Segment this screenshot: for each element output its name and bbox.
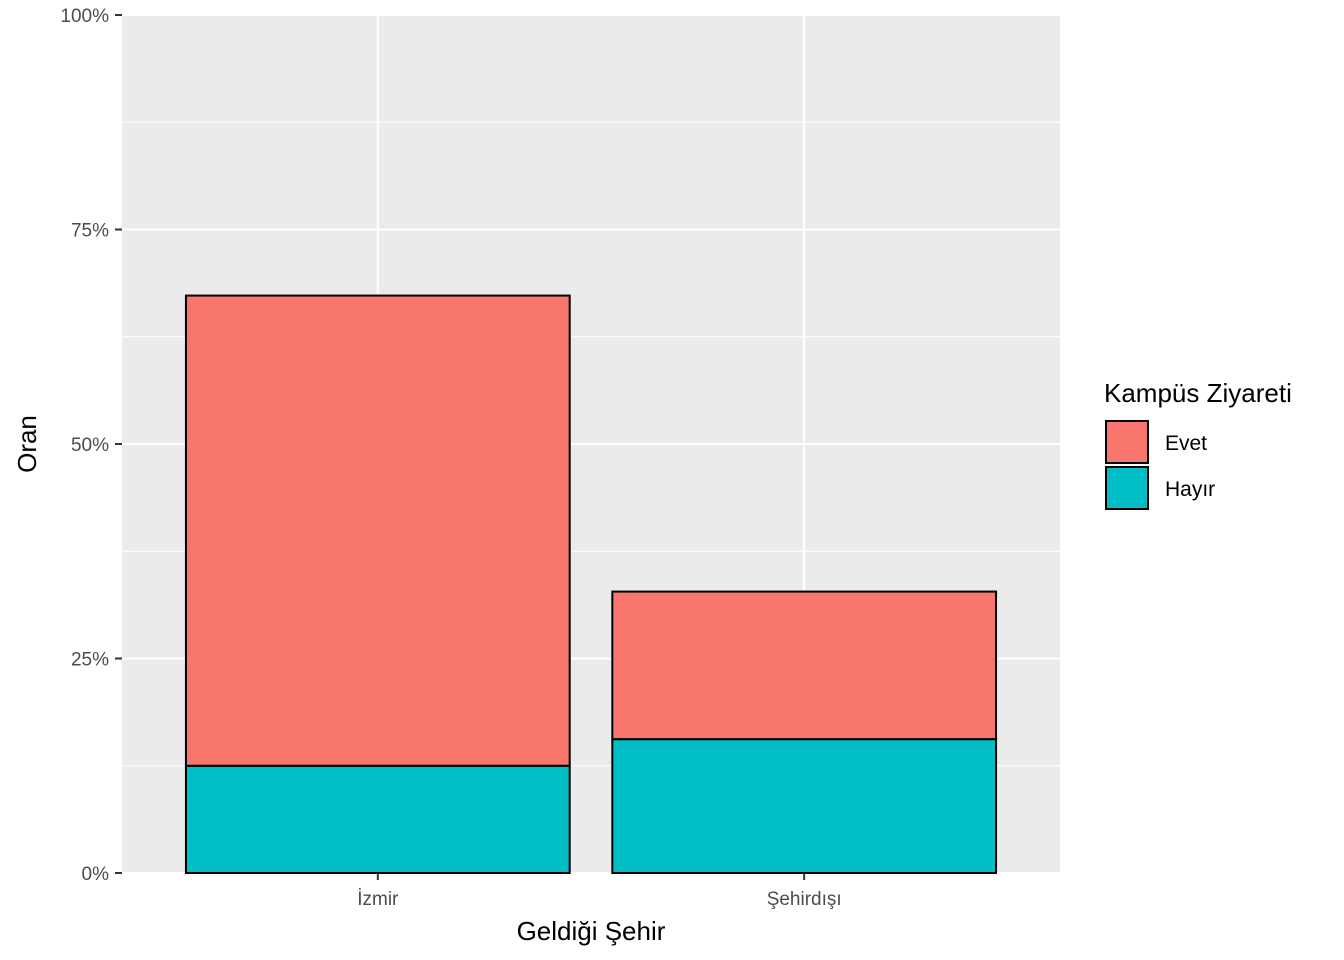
- legend-label: Hayır: [1165, 478, 1215, 501]
- x-axis: İzmir Şehirdışı: [357, 873, 842, 910]
- legend-title: Kampüs Ziyareti: [1104, 378, 1292, 408]
- bars: [184, 294, 998, 874]
- x-tick-label: Şehirdışı: [767, 889, 842, 910]
- y-axis: 0% 25% 50% 75% 100%: [60, 6, 122, 885]
- legend: Kampüs Ziyareti Evet Hayır: [1104, 378, 1292, 510]
- y-tick-label: 0%: [82, 864, 110, 885]
- y-tick-label: 25%: [71, 650, 109, 671]
- legend-key-Hayır: [1105, 466, 1149, 510]
- legend-key-Evet: [1105, 420, 1149, 464]
- y-tick-label: 100%: [60, 6, 109, 27]
- y-axis-title: Oran: [12, 415, 42, 473]
- bar-segment-Evet-İzmir: [184, 294, 571, 767]
- y-tick-label: 50%: [71, 435, 109, 456]
- y-tick-label: 75%: [71, 221, 109, 242]
- bar-segment-Evet-Şehirdışı: [611, 590, 998, 741]
- bar-segment-Hayır-İzmir: [184, 764, 571, 874]
- x-tick-label: İzmir: [357, 889, 399, 910]
- x-axis-title: Geldiği Şehir: [517, 916, 666, 946]
- bar-segment-Hayır-Şehirdışı: [611, 738, 998, 874]
- legend-label: Evet: [1165, 432, 1207, 455]
